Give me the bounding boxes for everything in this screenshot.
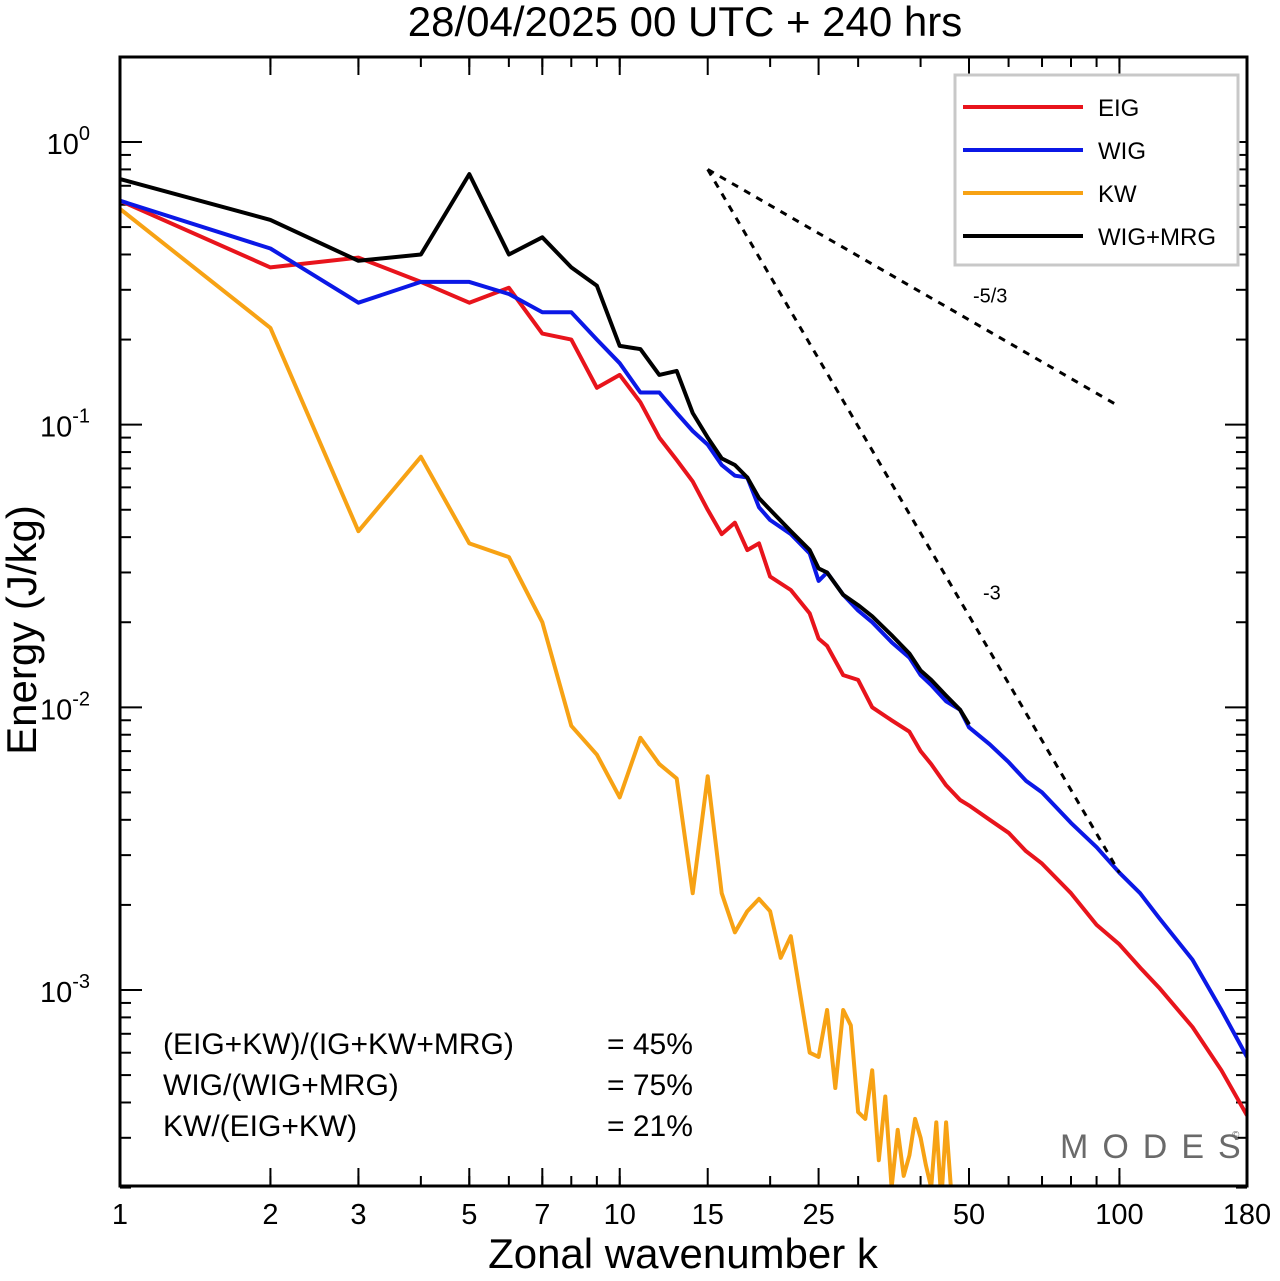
x-tick-label: 2 (262, 1199, 278, 1231)
reference-slopes: -5/3 -3 (706, 168, 1121, 874)
legend-label: WIG+MRG (1098, 224, 1216, 251)
x-tick-label: 3 (350, 1199, 366, 1231)
series-line-kw (120, 207, 953, 1186)
x-tick-label: 25 (802, 1199, 834, 1231)
brand-text: MODES (1060, 1128, 1255, 1166)
x-tick-label: 10 (604, 1199, 636, 1231)
y-tick-base: 10 (40, 977, 72, 1009)
series-line-wig-mrg (120, 172, 971, 726)
plot-frame (118, 55, 1249, 1188)
annotation-label-2: WIG/(WIG+MRG) (163, 1069, 399, 1102)
y-axis-title: Energy (J/kg) (0, 505, 45, 755)
y-tick-base: 10 (40, 412, 72, 444)
legend-label: WIG (1098, 138, 1146, 165)
x-tick-label: 50 (953, 1199, 985, 1231)
reference-slope-label: -3 (983, 582, 1001, 604)
y-tick-label: 10-2 (40, 688, 90, 726)
reference-slope-label: -5/3 (973, 285, 1007, 307)
annotation-value-1: = 45% (607, 1028, 693, 1061)
y-tick-label: 10-3 (40, 971, 90, 1009)
brand-logo: MODES © (1060, 1128, 1255, 1166)
y-tick-exponent: -1 (72, 406, 90, 428)
series-line-eig (120, 198, 1247, 1117)
reference-slope-line (706, 168, 1121, 408)
reference-slope-line (706, 168, 1121, 874)
annotation-label-1: (EIG+KW)/(IG+KW+MRG) (163, 1028, 514, 1061)
x-tick-label: 5 (461, 1199, 477, 1231)
series-group (120, 172, 1247, 1186)
x-tick-label: 1 (112, 1199, 128, 1231)
annotation-value-3: = 21% (607, 1110, 693, 1143)
x-tick-label: 15 (692, 1199, 724, 1231)
series-line-wig (120, 198, 1247, 1058)
legend-box (953, 73, 1240, 267)
x-axis-title: Zonal wavenumber k (488, 1230, 879, 1277)
y-tick-exponent: -2 (72, 688, 90, 710)
x-tick-label: 100 (1095, 1199, 1143, 1231)
y-tick-base: 10 (40, 694, 72, 726)
annotation-label-3: KW/(EIG+KW) (163, 1110, 357, 1143)
legend-label: KW (1098, 181, 1137, 208)
x-tick-label: 7 (534, 1199, 550, 1231)
ratio-annotations: (EIG+KW)/(IG+KW+MRG) = 45% WIG/(WIG+MRG)… (163, 1028, 693, 1143)
chart-title: 28/04/2025 00 UTC + 240 hrs (408, 0, 963, 45)
brand-mark: © (1232, 1130, 1240, 1141)
y-tick-label: 100 (47, 123, 90, 161)
legend: EIG WIG KW WIG+MRG (953, 73, 1240, 267)
annotation-value-2: = 75% (607, 1069, 693, 1102)
y-tick-exponent: 0 (79, 123, 90, 145)
y-tick-label: 10-1 (40, 406, 90, 444)
legend-label: EIG (1098, 95, 1139, 122)
x-tick-label: 180 (1223, 1199, 1271, 1231)
y-tick-exponent: -3 (72, 971, 90, 993)
y-tick-base: 10 (47, 129, 79, 161)
